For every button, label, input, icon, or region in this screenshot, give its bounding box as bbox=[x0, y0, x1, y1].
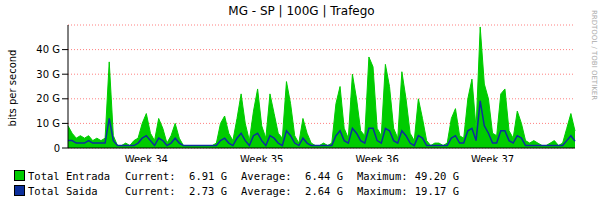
svg-text:0: 0 bbox=[54, 143, 60, 154]
svg-text:20 G: 20 G bbox=[36, 93, 60, 104]
html-text:Maximum:: Maximum: bbox=[357, 169, 408, 182]
html-text:Current:: Current: bbox=[125, 169, 176, 182]
svg-text:10 G: 10 G bbox=[36, 118, 60, 129]
svg-text:40 G: 40 G bbox=[36, 44, 60, 55]
html-text:2.64 G: 2.64 G bbox=[305, 184, 343, 197]
svg-text:Week 36: Week 36 bbox=[355, 154, 398, 162]
svg-text:Week 37: Week 37 bbox=[471, 154, 514, 162]
html-text:2.73 G: 2.73 G bbox=[189, 184, 227, 197]
html-text:Maximum:: Maximum: bbox=[357, 184, 408, 197]
svg-text:30 G: 30 G bbox=[36, 69, 60, 80]
html-text:bits per second: bits per second bbox=[6, 49, 18, 127]
html-text:RRDTOOL / TOBI OETIKER: RRDTOOL / TOBI OETIKER bbox=[590, 9, 598, 101]
svg-text:Week 35: Week 35 bbox=[240, 154, 283, 162]
html-text:Average:: Average: bbox=[241, 184, 292, 197]
html-text:19.17 G: 19.17 G bbox=[414, 184, 459, 197]
html-text:6.91 G: 6.91 G bbox=[189, 169, 227, 182]
svg-text:Week 34: Week 34 bbox=[125, 154, 168, 162]
html-text:Total Entrada: Total Entrada bbox=[28, 169, 111, 182]
html-text:49.20 G: 49.20 G bbox=[414, 169, 459, 182]
html-text:Total Saida: Total Saida bbox=[28, 184, 98, 197]
html-text:MG - SP | 100G | Trafego: MG - SP | 100G | Trafego bbox=[228, 4, 375, 18]
html-text:Average:: Average: bbox=[241, 169, 292, 182]
html-text:6.44 G: 6.44 G bbox=[305, 169, 343, 182]
html-text:Current:: Current: bbox=[125, 184, 176, 197]
